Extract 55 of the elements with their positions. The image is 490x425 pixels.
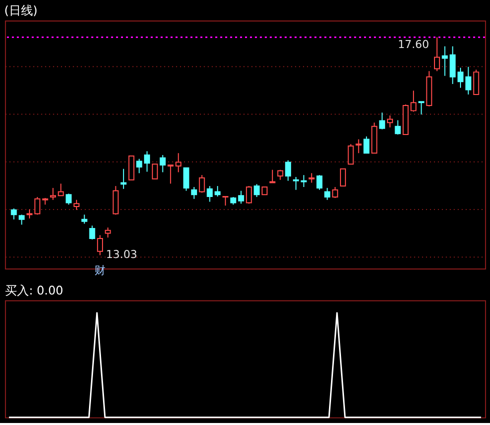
candlestick	[386, 114, 393, 128]
candlestick	[89, 225, 96, 240]
candlestick	[214, 186, 221, 198]
candlestick	[379, 112, 386, 130]
candlestick	[254, 184, 260, 198]
chart-title: 买入: 0.00	[4, 283, 64, 298]
candlestick	[112, 186, 119, 216]
annotation: 财	[94, 264, 106, 278]
candlestick	[81, 214, 88, 224]
candlestick	[348, 144, 354, 165]
candlestick	[410, 90, 416, 112]
candlestick	[97, 234, 104, 256]
candlestick	[198, 174, 205, 194]
candlestick	[434, 36, 440, 72]
candlestick	[104, 227, 111, 238]
candlestick	[292, 176, 299, 190]
candlestick	[238, 190, 244, 204]
annotation: 13.03	[106, 248, 138, 262]
candlestick	[18, 214, 25, 226]
candlestick	[128, 155, 134, 180]
candlestick	[58, 183, 64, 196]
candlestick	[363, 136, 370, 154]
candlestick	[50, 187, 56, 200]
candlestick	[394, 120, 401, 136]
candlestick	[175, 152, 182, 173]
candlestick	[316, 174, 322, 190]
candlestick	[222, 196, 228, 206]
candlestick	[120, 168, 127, 190]
candlestick	[277, 169, 284, 180]
candlestick	[206, 186, 213, 202]
candlestick	[144, 150, 150, 172]
candlestick	[74, 199, 80, 210]
candlestick	[160, 154, 166, 173]
candlestick	[10, 208, 17, 220]
candlestick	[285, 160, 292, 182]
candlestick	[356, 138, 362, 154]
candlestick	[458, 67, 464, 88]
candlestick	[269, 169, 276, 184]
candlestick	[152, 164, 158, 180]
annotation: 17.60	[398, 38, 430, 52]
candlestick	[340, 168, 346, 187]
candlestick	[191, 186, 198, 200]
chart-title: (日线)	[4, 4, 38, 18]
candlestick	[136, 158, 142, 174]
candlestick	[473, 69, 480, 95]
candlestick	[324, 187, 330, 200]
candlestick	[183, 167, 190, 192]
candlestick	[168, 164, 174, 184]
candlestick	[418, 101, 424, 115]
candlestick	[66, 193, 72, 206]
candlestick	[332, 186, 338, 198]
candlestick	[26, 208, 32, 219]
candlestick	[246, 186, 252, 204]
candlestick	[308, 172, 315, 184]
candlestick	[465, 66, 472, 95]
